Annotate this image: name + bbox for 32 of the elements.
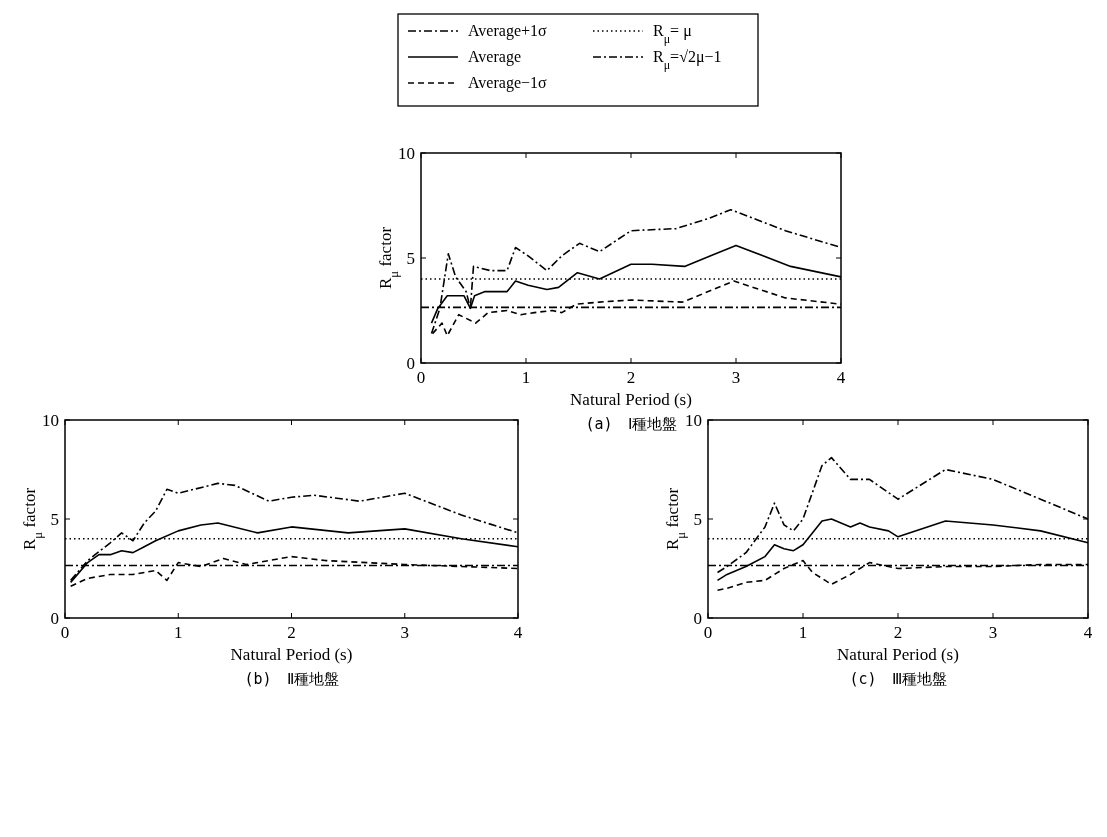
x-tick-label: 4 bbox=[836, 368, 846, 387]
x-tick-label: 2 bbox=[893, 623, 903, 642]
x-tick-label: 1 bbox=[798, 623, 808, 642]
y-tick-label: 10 bbox=[42, 411, 59, 430]
x-tick-label: 2 bbox=[287, 623, 296, 642]
y-tick-label: 5 bbox=[693, 510, 702, 529]
x-axis-title: Natural Period (s) bbox=[230, 645, 353, 664]
y-tick-label: 5 bbox=[50, 510, 59, 529]
x-tick-label: 3 bbox=[731, 368, 741, 387]
text: (c) Ⅲ種地盤 bbox=[849, 670, 947, 688]
x-tick-label: 4 bbox=[1083, 623, 1093, 642]
y-tick-label: 0 bbox=[50, 609, 59, 628]
legend-label: Average bbox=[468, 48, 521, 66]
y-tick-label: 5 bbox=[406, 249, 415, 268]
x-tick-label: 1 bbox=[174, 623, 183, 642]
text: (b) Ⅱ種地盤 bbox=[244, 670, 339, 688]
legend-label: Average+1σ bbox=[468, 22, 548, 40]
x-tick-label: 1 bbox=[521, 368, 531, 387]
x-tick-label: 4 bbox=[513, 623, 523, 642]
y-tick-label: 0 bbox=[406, 354, 415, 373]
x-tick-label: 3 bbox=[400, 623, 409, 642]
legend-label: R$_{μ}$= μ bbox=[653, 22, 692, 46]
y-tick-label: 10 bbox=[398, 144, 415, 163]
x-axis-title: Natural Period (s) bbox=[570, 390, 692, 409]
x-tick-label: 3 bbox=[988, 623, 998, 642]
text: (a) Ⅰ種地盤 bbox=[585, 415, 677, 433]
y-tick-label: 0 bbox=[693, 609, 702, 628]
legend-label: R$_{μ}$=√2μ−1 bbox=[653, 48, 722, 72]
legend-label: Average−1σ bbox=[468, 74, 548, 92]
x-axis-title: Natural Period (s) bbox=[837, 645, 959, 664]
x-tick-label: 2 bbox=[626, 368, 636, 387]
y-tick-label: 10 bbox=[685, 411, 702, 430]
